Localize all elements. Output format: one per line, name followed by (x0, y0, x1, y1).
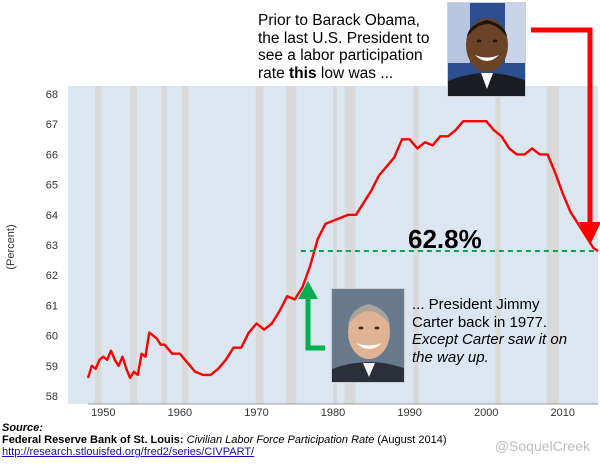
bottom-note-line: the way up. (412, 349, 597, 367)
x-tick-label: 1990 (397, 407, 421, 419)
bottom-note-line: Except Carter saw it on (412, 331, 597, 349)
red-arrow (531, 27, 593, 225)
recession-band (333, 86, 337, 404)
green-arrow-head-icon (298, 281, 318, 299)
source-date: (August 2014) (377, 434, 447, 446)
portrait-photo-carter-icon (332, 289, 404, 382)
top-note-line: Prior to Barack Obama, (258, 12, 420, 29)
x-tick-label: 1970 (244, 407, 268, 419)
y-tick-label: 66 (46, 149, 58, 161)
x-axis-tick-labels: 1950 1960 1970 1980 1990 2000 2010 (91, 407, 575, 419)
recession-band (182, 86, 189, 404)
source-heading: Source: (2, 422, 43, 434)
top-annotation: Prior to Barack Obama, the last U.S. Pre… (258, 12, 448, 82)
x-tick-label: 1950 (91, 407, 115, 419)
recession-band (255, 86, 264, 404)
recession-band (130, 86, 138, 404)
recession-band (546, 86, 559, 404)
portrait-photo-obama-icon (448, 3, 525, 96)
bottom-note-line: ... President Jimmy (412, 296, 540, 313)
recession-band (495, 86, 501, 404)
green-arrow (305, 297, 325, 351)
y-tick-label: 65 (46, 180, 58, 192)
bottom-note-italic: Except Carter saw it on (412, 331, 568, 348)
y-tick-label: 63 (46, 240, 58, 252)
recession-band (161, 86, 167, 404)
value-label: 62.8% (408, 224, 482, 254)
carter-portrait (331, 288, 405, 383)
recession-band (344, 86, 356, 404)
top-note-line: the last U.S. President to (258, 29, 430, 47)
top-note-bold-word: this (289, 64, 317, 82)
y-axis-label: (Percent) (5, 224, 17, 269)
source-link[interactable]: http://research.stlouisfed.org/fred2/ser… (2, 446, 255, 458)
recession-band (413, 86, 419, 404)
red-arrow-head-icon (579, 222, 600, 245)
recession-band (94, 86, 102, 404)
y-tick-label: 58 (46, 391, 58, 403)
y-axis-tick-labels: 58 59 60 61 62 63 64 65 66 67 68 (46, 89, 58, 403)
bottom-annotation: ... President Jimmy Carter back in 1977.… (412, 296, 597, 366)
recession-band (286, 86, 297, 404)
y-tick-label: 62 (46, 270, 58, 282)
x-tick-label: 1960 (168, 407, 192, 419)
top-note-line: see a labor participation (258, 47, 423, 64)
obama-portrait (447, 2, 526, 97)
y-tick-label: 60 (46, 331, 58, 343)
source-block: Source: Federal Reserve Bank of St. Loui… (2, 422, 562, 458)
credit-handle: @SoquelCreek (494, 438, 590, 454)
y-tick-label: 59 (46, 361, 58, 373)
source-publisher: Federal Reserve Bank of St. Louis: (2, 434, 184, 446)
y-tick-label: 67 (46, 119, 58, 131)
top-note-line: rate this low was ... (258, 65, 448, 83)
x-tick-label: 2000 (474, 407, 498, 419)
y-tick-label: 61 (46, 300, 58, 312)
series-line (86, 119, 599, 380)
bottom-note-italic: the way up. (412, 348, 489, 366)
source-citation: Federal Reserve Bank of St. Louis: Civil… (2, 434, 562, 446)
source-title: Civilian Labor Force Participation Rate (186, 434, 375, 446)
x-tick-label: 2010 (551, 407, 575, 419)
recession-bands (94, 86, 559, 404)
y-tick-label: 64 (46, 210, 58, 222)
top-note-text: rate (258, 64, 290, 82)
x-tick-label: 1980 (321, 407, 345, 419)
top-note-text: low was ... (316, 64, 394, 82)
y-tick-label: 68 (46, 89, 58, 101)
bottom-note-line: Carter back in 1977. (412, 313, 548, 331)
